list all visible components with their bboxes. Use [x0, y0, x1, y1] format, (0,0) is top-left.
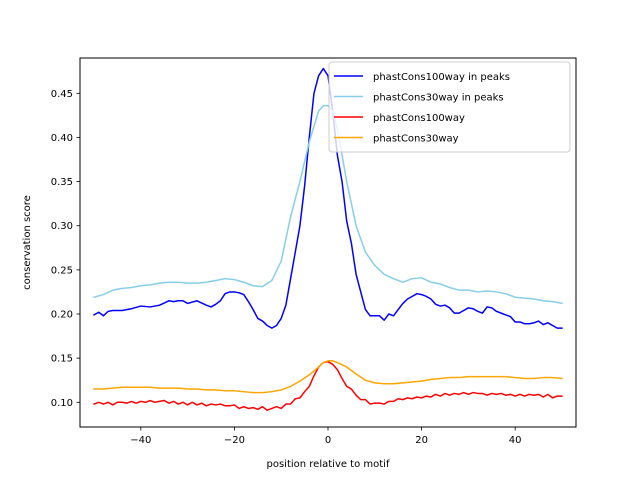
legend-box: [328, 61, 571, 153]
legend-label-3: phastCons30way: [373, 134, 459, 145]
y-tick-label: 0.30: [51, 221, 73, 232]
series-line-1: [93, 104, 563, 305]
x-axis-ticks: −40 −20 0 20 40: [130, 427, 522, 446]
x-tick-label: 40: [509, 435, 522, 446]
series-layer: [93, 67, 563, 411]
y-axis-label: conservation score: [22, 195, 33, 290]
y-tick-label: 0.40: [51, 133, 73, 144]
x-tick-label: −40: [130, 435, 151, 446]
series-line-3: [93, 360, 563, 394]
x-tick-label: 0: [325, 435, 331, 446]
legend: phastCons100way in peaks phastCons30way i…: [328, 61, 571, 153]
y-tick-label: 0.20: [51, 310, 73, 321]
legend-entries: phastCons100way in peaks phastCons30way i…: [334, 72, 510, 145]
series-line-0: [93, 67, 563, 329]
y-tick-label: 0.10: [51, 398, 73, 409]
y-axis-ticks: 0.10 0.15 0.20 0.25 0.30 0.35 0.40 0.45: [51, 89, 80, 409]
y-tick-label: 0.45: [51, 89, 73, 100]
legend-label-0: phastCons100way in peaks: [373, 72, 510, 83]
y-tick-label: 0.25: [51, 265, 73, 276]
legend-label-2: phastCons100way: [373, 113, 465, 124]
y-tick-label: 0.35: [51, 177, 73, 188]
x-tick-label: 20: [415, 435, 428, 446]
x-tick-label: −20: [224, 435, 245, 446]
y-tick-label: 0.15: [51, 354, 73, 365]
series-line-2: [93, 360, 563, 411]
x-axis-label: position relative to motif: [267, 459, 390, 470]
legend-label-1: phastCons30way in peaks: [373, 93, 504, 104]
